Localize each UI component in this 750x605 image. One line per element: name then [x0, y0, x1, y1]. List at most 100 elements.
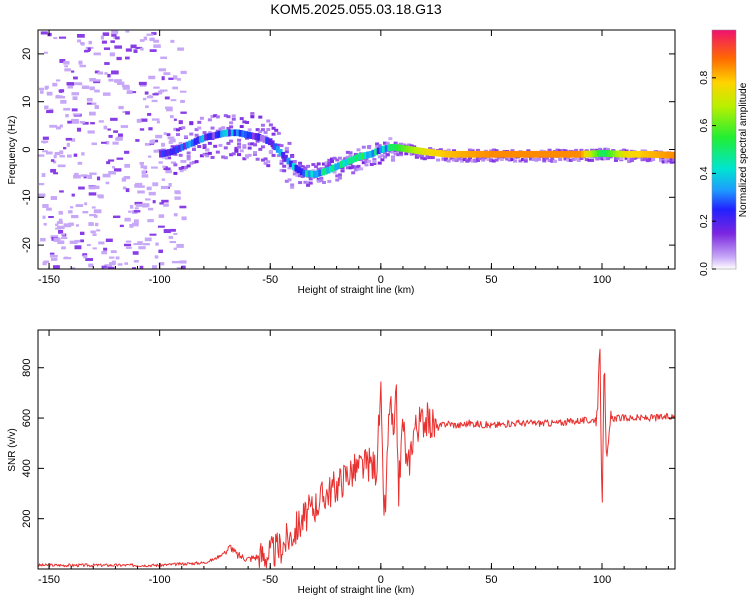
spectrogram-noise-cell — [142, 97, 147, 101]
spectrogram-noise-cell — [68, 222, 74, 226]
spectrogram-halo-cell — [282, 169, 287, 173]
spectrogram-ridge-cell — [517, 150, 522, 158]
spectrogram-halo-cell — [234, 149, 239, 153]
spectrogram-halo-cell — [290, 155, 295, 159]
spectrogram-halo-cell — [260, 145, 265, 149]
spectrogram-halo-cell — [452, 158, 457, 162]
spectrogram-ridge-cell — [315, 170, 320, 178]
spectrogram-ridge-cell — [557, 150, 562, 158]
spectrogram-halo-cell — [173, 152, 178, 156]
spectrogram-halo-cell — [475, 148, 480, 152]
spectrogram-halo-cell — [210, 126, 215, 130]
spectrogram-ridge-cell — [358, 153, 363, 160]
spectrogram-ridge-cell — [374, 148, 379, 156]
spectrogram-halo-cell — [237, 138, 242, 142]
spectrogram-halo-cell — [178, 153, 183, 157]
spectrogram-halo-cell — [223, 156, 228, 160]
spectrogram-y-tick-label: 10 — [21, 96, 33, 108]
spectrogram-halo-cell — [377, 161, 382, 165]
spectrogram-halo-cell — [643, 157, 648, 161]
spectrogram-halo-cell — [316, 177, 321, 181]
spectrogram-ridge-cell — [395, 144, 400, 152]
spectrogram-x-tick-label: -150 — [38, 274, 60, 286]
spectrogram-noise-cell — [61, 246, 66, 250]
spectrogram-noise-cell — [40, 31, 48, 35]
spectrogram-ridge-cell — [291, 163, 296, 170]
spectrogram-noise-cell — [110, 40, 115, 43]
spectrogram-noise-cell — [104, 264, 112, 268]
spectrogram-x-tick-label: -50 — [262, 274, 278, 286]
spectrogram-noise-cell — [168, 77, 174, 80]
spectrogram-noise-cell — [107, 128, 111, 131]
spectrogram-ridge-cell — [241, 130, 246, 138]
spectrogram-ridge-cell — [451, 150, 456, 158]
spectrogram-noise-cell — [180, 111, 187, 114]
spectrogram-ridge-cell — [512, 150, 517, 158]
spectrogram-ridge-cell — [567, 150, 572, 158]
spectrogram-halo-cell — [454, 159, 459, 163]
spectrogram-noise-cell — [109, 256, 115, 259]
spectrogram-halo-cell — [205, 154, 210, 158]
spectrogram-noise-cell — [143, 165, 148, 170]
spectrogram-halo-cell — [247, 142, 252, 146]
spectrogram-noise-cell — [161, 199, 169, 203]
spectrogram-halo-cell — [510, 158, 515, 162]
spectrogram-noise-cell — [87, 47, 91, 51]
spectrogram-halo-cell — [367, 146, 372, 150]
spectrogram-halo-cell — [199, 154, 204, 158]
spectrogram-halo-cell — [276, 143, 281, 147]
spectrogram-noise-cell — [49, 254, 58, 258]
spectrogram-halo-cell — [603, 157, 608, 161]
spectrogram-noise-cell — [46, 207, 52, 211]
spectrogram-halo-cell — [332, 156, 337, 160]
spectrogram-noise-cell — [120, 125, 129, 128]
spectrogram-halo-cell — [420, 156, 425, 160]
colorbar: 0.0 0.2 0.4 0.6 0.8 Normalized spectral ampl… — [699, 29, 749, 276]
spectrogram-noise-cell — [73, 153, 78, 157]
spectrogram-halo-cell — [473, 159, 478, 163]
snr-frame — [37, 329, 676, 570]
spectrogram-halo-cell — [380, 158, 385, 162]
spectrogram-ridge-cell — [172, 147, 177, 155]
spectrogram-noise-cell — [135, 139, 140, 142]
spectrogram-noise-cell — [108, 159, 115, 162]
spectrogram-ridge-cell — [520, 150, 525, 158]
spectrogram-noise-cell — [149, 139, 156, 144]
spectrogram-halo-cell — [252, 143, 257, 147]
spectrogram-halo-cell — [361, 145, 366, 149]
spectrogram-halo-cell — [316, 179, 321, 183]
spectrogram-halo-cell — [202, 146, 207, 150]
spectrogram-halo-cell — [544, 156, 549, 160]
spectrogram-noise-cell — [43, 222, 47, 226]
spectrogram-noise-cell — [75, 204, 84, 207]
figure-title: KOM5.2025.055.03.18.G13 — [270, 1, 441, 17]
spectrogram-halo-cell — [189, 161, 194, 165]
spectrogram-halo-cell — [178, 142, 183, 146]
spectrogram-noise-cell — [89, 77, 96, 82]
spectrogram-halo-cell — [425, 154, 430, 158]
spectrogram-halo-cell — [375, 145, 380, 149]
spectrogram-ridge-cell — [249, 132, 254, 139]
spectrogram-noise-cell — [173, 75, 178, 78]
spectrogram-noise-cell — [148, 191, 156, 196]
spectrogram-ridge-cell — [612, 150, 617, 158]
spectrogram-noise-cell — [84, 202, 88, 206]
spectrogram-ridge-cell — [273, 143, 278, 150]
spectrogram-noise-cell — [158, 161, 163, 164]
spectrogram-noise-cell — [163, 203, 169, 207]
spectrogram-noise-cell — [139, 84, 147, 87]
spectrogram-halo-cell — [239, 117, 244, 121]
spectrogram-halo-cell — [183, 165, 188, 169]
spectrogram-noise-cell — [63, 223, 72, 228]
spectrogram-halo-cell — [237, 142, 242, 146]
spectrogram-noise-cell — [170, 39, 175, 43]
spectrogram-noise-cell — [78, 186, 85, 190]
spectrogram-halo-cell — [324, 163, 329, 167]
spectrogram-ridge-cell — [209, 132, 214, 140]
spectrogram-ridge-cell — [336, 162, 341, 170]
spectrogram-noise-cell — [77, 39, 81, 43]
spectrogram-ridge-cell — [217, 131, 222, 138]
spectrogram-noise-cell — [116, 136, 123, 141]
spectrogram-halo-cell — [221, 126, 226, 130]
spectrogram-ridge-cell — [236, 129, 241, 137]
